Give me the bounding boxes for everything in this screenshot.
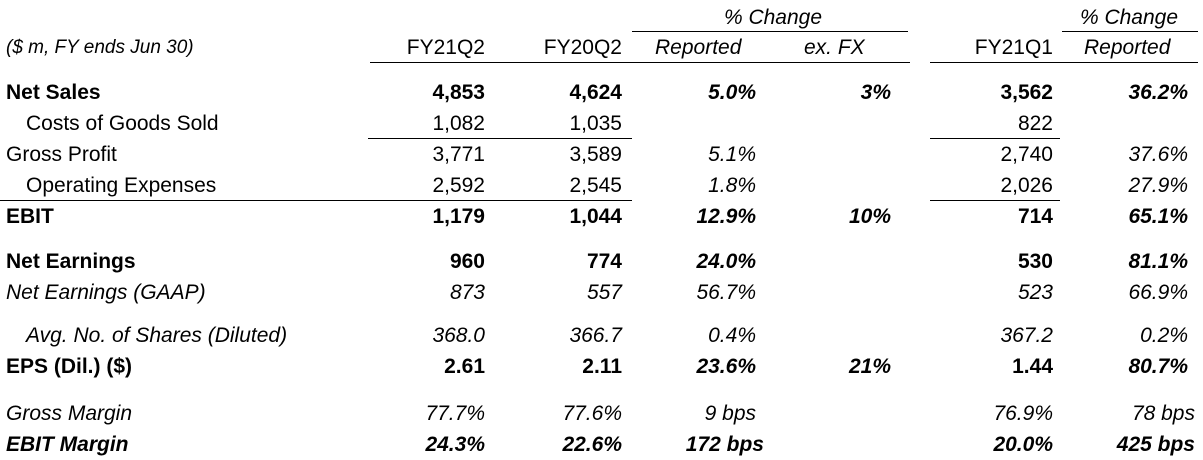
cell-reported-2: 37.6% <box>1128 143 1188 166</box>
cell-fy21q2: 4,853 <box>432 81 485 104</box>
cell-fy21q1: 2,026 <box>1000 174 1053 197</box>
cell-fy21q2: 1,179 <box>432 205 485 228</box>
cell-fy21q2: 960 <box>449 250 485 273</box>
cell-reported: 23.6% <box>696 355 756 378</box>
cell-reported: 9 bps <box>704 402 756 425</box>
cell-fy20q2: 557 <box>586 281 622 304</box>
cell-fy21q1: 530 <box>1017 250 1053 273</box>
cell-fy21q1: 1.44 <box>1012 355 1053 378</box>
cell-fy20q2: 2.11 <box>582 355 622 378</box>
cell-reported: 0.4% <box>708 324 756 347</box>
header-col-fy21q1: FY21Q1 <box>974 36 1053 59</box>
cell-reported: 56.7% <box>696 281 756 304</box>
cell-reported-2: 27.9% <box>1128 174 1188 197</box>
cell-fy21q1: 2,740 <box>1000 143 1053 166</box>
row-label: Avg. No. of Shares (Diluted) <box>26 324 288 347</box>
underline-opex-q1 <box>930 200 1060 201</box>
header-underline-main <box>370 62 910 63</box>
cell-fy21q2: 873 <box>449 281 485 304</box>
row-label: Gross Margin <box>6 402 133 425</box>
cell-fy21q1: 367.2 <box>1000 324 1053 347</box>
header-pct-change-group1: % Change <box>723 6 823 29</box>
cell-fy21q2: 2,592 <box>432 174 485 197</box>
header-pct-change-group2: % Change <box>1079 6 1179 29</box>
cell-fy21q1: 3,562 <box>1000 81 1053 104</box>
cell-fy20q2: 77.6% <box>562 402 622 425</box>
cell-reported-2: 80.7% <box>1128 355 1188 378</box>
row-label: Operating Expenses <box>26 174 217 197</box>
cell-exfx: 10% <box>848 205 891 228</box>
cell-reported-2: 36.2% <box>1128 81 1188 104</box>
cell-fy20q2: 3,589 <box>569 143 622 166</box>
row-label: Gross Profit <box>6 143 117 166</box>
cell-reported-2: 425 bps <box>1116 433 1195 456</box>
cell-exfx: 21% <box>848 355 891 378</box>
row-label: Costs of Goods Sold <box>26 112 219 135</box>
header-col-exfx: ex. FX <box>804 36 865 59</box>
cell-fy21q1: 714 <box>1017 205 1053 228</box>
cell-fy21q2: 24.3% <box>425 433 485 456</box>
header-units: ($ m, FY ends Jun 30) <box>6 37 194 58</box>
cell-fy21q1: 822 <box>1017 112 1053 135</box>
cell-fy20q2: 366.7 <box>569 324 622 347</box>
row-label: EPS (Dil.) ($) <box>6 355 133 378</box>
row-label: EBIT <box>6 205 54 228</box>
underline-cogs <box>368 138 632 139</box>
cell-fy21q1: 20.0% <box>993 433 1053 456</box>
cell-fy21q2: 77.7% <box>425 402 485 425</box>
cell-fy20q2: 22.6% <box>562 433 622 456</box>
header-group1-underline <box>632 31 908 32</box>
cell-fy21q2: 368.0 <box>432 324 485 347</box>
header-col-fy20q2: FY20Q2 <box>543 36 622 59</box>
cell-fy20q2: 1,044 <box>569 205 622 228</box>
cell-fy20q2: 4,624 <box>569 81 622 104</box>
header-col-fy21q2: FY21Q2 <box>406 36 485 59</box>
cell-reported-2: 81.1% <box>1128 250 1188 273</box>
cell-fy21q2: 1,082 <box>432 112 485 135</box>
cell-fy20q2: 1,035 <box>569 112 622 135</box>
row-label: Net Earnings <box>6 250 136 273</box>
cell-reported: 172 bps <box>685 433 764 456</box>
header-col-reported-2: Reported <box>1084 36 1171 59</box>
cell-reported: 24.0% <box>696 250 756 273</box>
cell-fy21q2: 3,771 <box>432 143 485 166</box>
cell-reported-2: 0.2% <box>1140 324 1188 347</box>
underline-opex <box>0 200 632 201</box>
row-label: Net Sales <box>6 81 101 104</box>
cell-fy20q2: 774 <box>586 250 622 273</box>
header-underline-right <box>930 62 1198 63</box>
underline-cogs-q1 <box>930 138 1060 139</box>
cell-fy21q1: 523 <box>1017 281 1053 304</box>
row-label: EBIT Margin <box>6 433 129 456</box>
row-label: Net Earnings (GAAP) <box>6 281 206 304</box>
cell-reported: 1.8% <box>708 174 756 197</box>
cell-reported-2: 78 bps <box>1131 402 1195 425</box>
cell-fy21q2: 2.61 <box>444 355 485 378</box>
cell-reported: 5.0% <box>708 81 756 104</box>
cell-exfx: 3% <box>860 81 891 104</box>
cell-reported: 12.9% <box>696 205 756 228</box>
cell-reported-2: 66.9% <box>1128 281 1188 304</box>
cell-fy21q1: 76.9% <box>993 402 1053 425</box>
header-col-reported: Reported <box>655 36 742 59</box>
header-group2-underline <box>1062 31 1198 32</box>
cell-reported: 5.1% <box>708 143 756 166</box>
cell-reported-2: 65.1% <box>1128 205 1188 228</box>
cell-fy20q2: 2,545 <box>569 174 622 197</box>
